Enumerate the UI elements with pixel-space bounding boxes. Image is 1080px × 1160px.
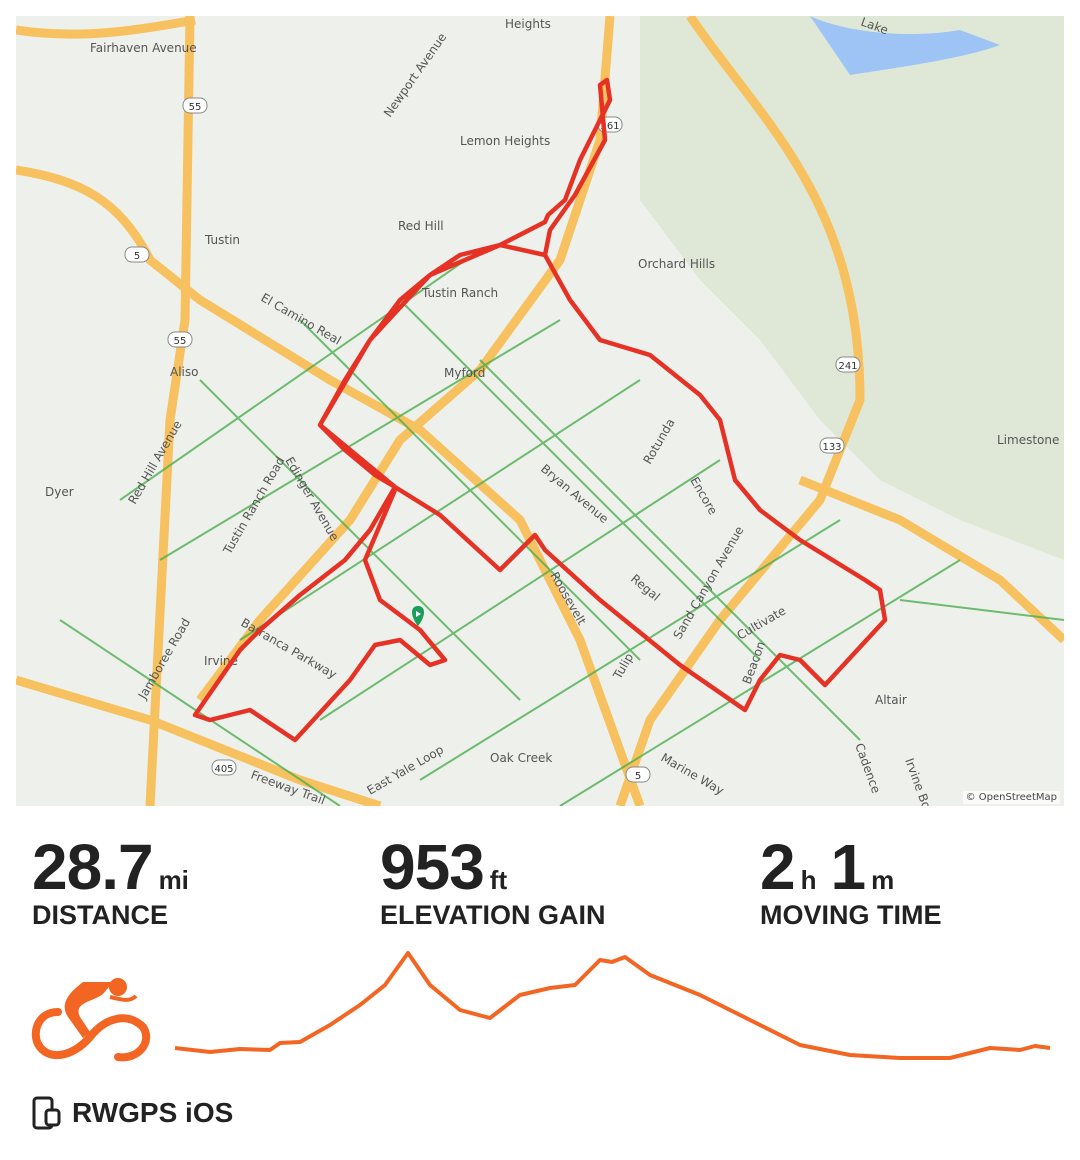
- svg-text:133: 133: [822, 442, 841, 453]
- map-label: Oak Creek: [490, 751, 552, 765]
- elevation-stat: 953 ft ELEVATION GAIN: [380, 830, 606, 931]
- map-label: Orchard Hills: [638, 257, 715, 271]
- route-shield: 405: [211, 759, 237, 776]
- map-attribution[interactable]: © OpenStreetMap: [962, 791, 1060, 804]
- distance-label: DISTANCE: [32, 900, 169, 930]
- svg-text:55: 55: [174, 336, 187, 347]
- map-label: Aliso: [170, 365, 198, 379]
- hours-value: 2: [760, 831, 796, 903]
- lake: [810, 16, 1000, 75]
- map-label: Tustin: [204, 233, 240, 247]
- elevation-value: 953: [380, 831, 485, 903]
- route-map[interactable]: Fairhaven Avenue Heights Newport Avenue Lem…: [16, 16, 1064, 806]
- route-shield: 133: [819, 437, 845, 454]
- map-label: Myford: [444, 366, 485, 380]
- map-label: Lemon Heights: [460, 134, 550, 148]
- moving-time-label: MOVING TIME: [760, 900, 942, 930]
- svg-text:5: 5: [635, 771, 641, 782]
- svg-text:5: 5: [134, 251, 140, 262]
- route-line: [192, 77, 888, 743]
- elevation-line: [174, 951, 1051, 1060]
- map-label: Tustin Ranch: [421, 286, 498, 300]
- phone-watch-icon: [32, 1096, 61, 1130]
- route-shield: 55: [167, 331, 193, 348]
- hours-unit: h: [800, 865, 817, 895]
- cycling-icon: [31, 978, 151, 1062]
- elevation-unit: ft: [489, 865, 508, 895]
- minutes-unit: m: [871, 865, 895, 895]
- elevation-label: ELEVATION GAIN: [380, 900, 606, 930]
- svg-text:261: 261: [600, 121, 619, 132]
- map-label: Heights: [505, 17, 551, 31]
- svg-text:241: 241: [838, 361, 857, 372]
- svg-text:55: 55: [189, 102, 202, 113]
- map-label: Limestone Canyon: [997, 433, 1064, 447]
- elevation-profile: [174, 951, 1051, 1060]
- map-label: Red Hill: [398, 219, 444, 233]
- route-shield: 55: [182, 97, 208, 114]
- svg-text:405: 405: [214, 764, 233, 775]
- minutes-value: 1: [830, 831, 866, 903]
- map-label: Altair: [875, 693, 907, 707]
- source-label: RWGPS iOS: [72, 1097, 234, 1128]
- distance-value: 28.7: [32, 831, 154, 903]
- route-shield: 5: [625, 766, 651, 783]
- route-shield: 5: [124, 246, 150, 263]
- map-label: Fairhaven Avenue: [90, 41, 197, 55]
- start-marker[interactable]: [412, 606, 424, 626]
- map-label: Dyer: [45, 485, 74, 499]
- distance-unit: mi: [158, 865, 189, 895]
- route-shield: 241: [835, 356, 861, 373]
- source-info: RWGPS iOS: [32, 1096, 233, 1130]
- distance-stat: 28.7 mi DISTANCE: [32, 830, 189, 931]
